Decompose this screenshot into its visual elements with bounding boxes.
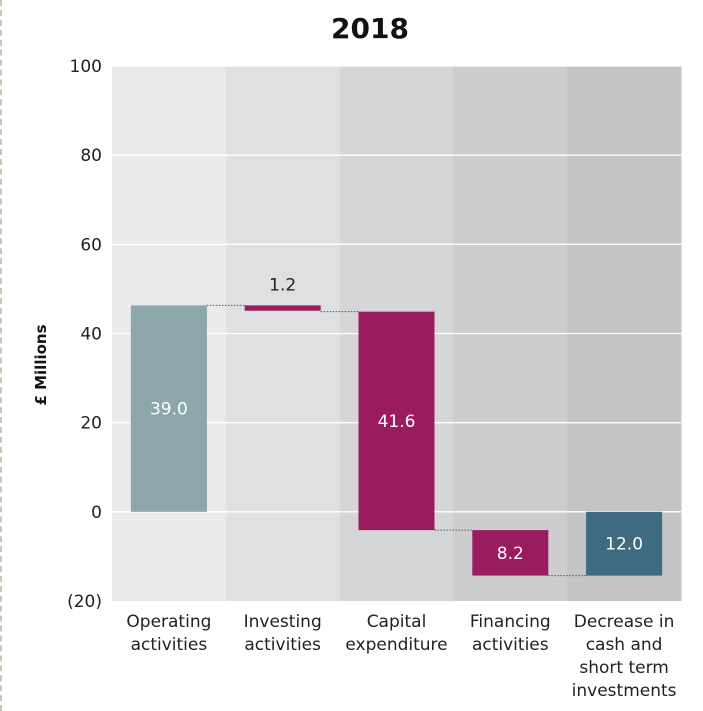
y-tick-label: 60 [80, 235, 102, 255]
bar-2 [358, 311, 435, 531]
y-tick-label: (20) [67, 592, 102, 612]
category-label: Operating activities [126, 612, 211, 655]
bar-3 [472, 530, 549, 576]
y-axis-label: £ Millions [32, 324, 50, 405]
y-tick-label: 80 [80, 146, 102, 166]
data-label: 12.0 [605, 535, 643, 555]
category-label: Financing activities [470, 612, 551, 655]
data-label: 1.2 [269, 275, 296, 295]
data-label: 8.2 [497, 544, 524, 564]
data-label: 39.0 [150, 400, 188, 420]
category-label: Investing activities [244, 612, 322, 655]
bar-1 [244, 305, 321, 311]
y-tick-label: 40 [80, 325, 102, 345]
y-tick-label: 100 [70, 57, 102, 77]
chart-title: 2018 [331, 12, 409, 45]
bar-4 [586, 511, 663, 576]
category-label: Capital expenditure [345, 612, 447, 655]
data-label: 41.6 [378, 412, 416, 432]
y-tick-label: 20 [80, 414, 102, 434]
category-label: Decrease in cash and short term investments [572, 612, 677, 701]
y-tick-label: 0 [91, 503, 102, 523]
page-border [0, 0, 4, 711]
bar-0 [130, 305, 207, 512]
